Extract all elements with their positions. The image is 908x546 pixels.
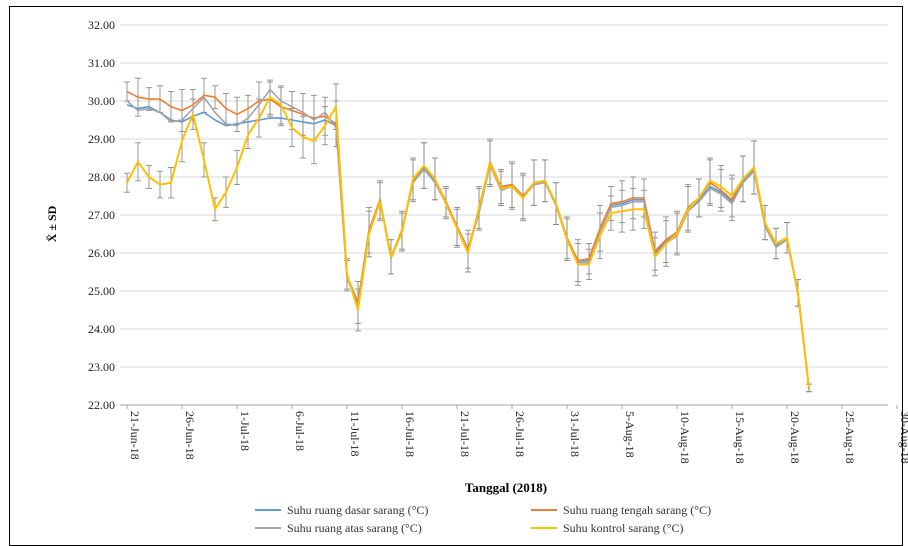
y-tick-label: 30.00: [88, 94, 115, 108]
x-tick-label: 21-Jun-18: [128, 411, 142, 460]
y-tick-label: 31.00: [88, 56, 115, 70]
x-axis-label: Tanggal (2018): [465, 480, 547, 495]
y-tick-label: 26.00: [88, 246, 115, 260]
x-tick-label: 26-Jul-18: [513, 411, 527, 457]
x-tick-label: 20-Aug-18: [788, 411, 802, 464]
y-tick-label: 29.00: [88, 132, 115, 146]
y-tick-label: 27.00: [88, 208, 115, 222]
legend-label: Suhu kontrol sarang (°C): [563, 521, 683, 535]
x-tick-label: 6-Jul-18: [293, 411, 307, 451]
y-tick-label: 32.00: [88, 18, 115, 32]
x-tick-label: 15-Aug-18: [733, 411, 747, 464]
x-tick-label: 5-Aug-18: [623, 411, 637, 458]
series-lines: [126, 88, 810, 390]
y-axis-label: X̄ ± SD: [45, 205, 59, 242]
y-tick-label: 24.00: [88, 322, 115, 336]
legend-label: Suhu ruang atas sarang (°C): [287, 521, 422, 535]
y-tick-label: 23.00: [88, 360, 115, 374]
grid-lines: [120, 24, 888, 406]
legend: Suhu ruang dasar sarang (°C) Suhu ruang t…: [255, 503, 711, 535]
y-axis-ticks: 22.00 23.00 24.00 25.00 26.00 27.00 28.00 29.00…: [88, 18, 115, 412]
x-tick-label: 26-Jun-18: [183, 411, 197, 460]
x-tick-label: 16-Jul-18: [403, 411, 417, 457]
y-tick-label: 28.00: [88, 170, 115, 184]
x-axis-ticks: 21-Jun-18 26-Jun-18 1-Jul-18 6-Jul-18 11-Jul…: [126, 405, 908, 464]
x-tick-label: 11-Jul-18: [348, 411, 362, 457]
y-tick-label: 25.00: [88, 284, 115, 298]
x-tick-label: 31-Jul-18: [568, 411, 582, 457]
x-tick-label: 1-Jul-18: [238, 411, 252, 451]
legend-label: Suhu ruang dasar sarang (°C): [287, 503, 428, 517]
y-tick-label: 22.00: [88, 398, 115, 412]
legend-label: Suhu ruang tengah sarang (°C): [563, 503, 711, 517]
series-line-4: [126, 96, 810, 389]
x-tick-label: 10-Aug-18: [678, 411, 692, 464]
x-tick-label: 30-Aug-18: [898, 411, 908, 464]
x-tick-label: 21-Jul-18: [458, 411, 472, 457]
x-tick-label: 25-Aug-18: [843, 411, 857, 464]
